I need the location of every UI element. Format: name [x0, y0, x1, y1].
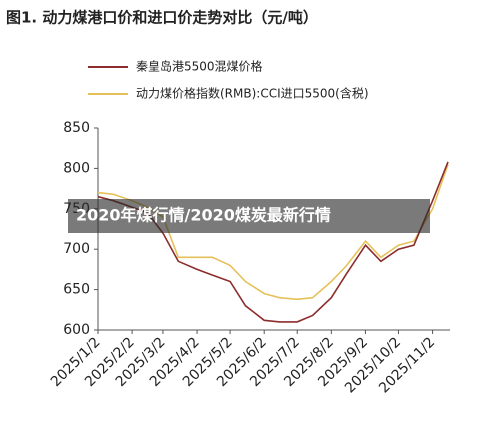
overlay-band — [68, 199, 430, 233]
y-tick-label: 650 — [63, 282, 90, 298]
y-tick-label: 600 — [63, 322, 90, 338]
chart-title: 图1. 动力煤港口价和进口价走势对比（元/吨） — [6, 9, 318, 27]
y-tick-label: 700 — [63, 241, 90, 257]
overlay-text: 2020年煤行情/2020煤炭最新行情 — [76, 206, 331, 225]
y-tick-label: 850 — [63, 120, 90, 136]
y-tick-label: 800 — [63, 160, 90, 176]
legend-label: 秦皇岛港5500混煤价格 — [136, 59, 263, 74]
series-line — [97, 161, 449, 323]
legend-label: 动力煤价格指数(RMB):CCI进口5500(含税) — [136, 86, 369, 101]
